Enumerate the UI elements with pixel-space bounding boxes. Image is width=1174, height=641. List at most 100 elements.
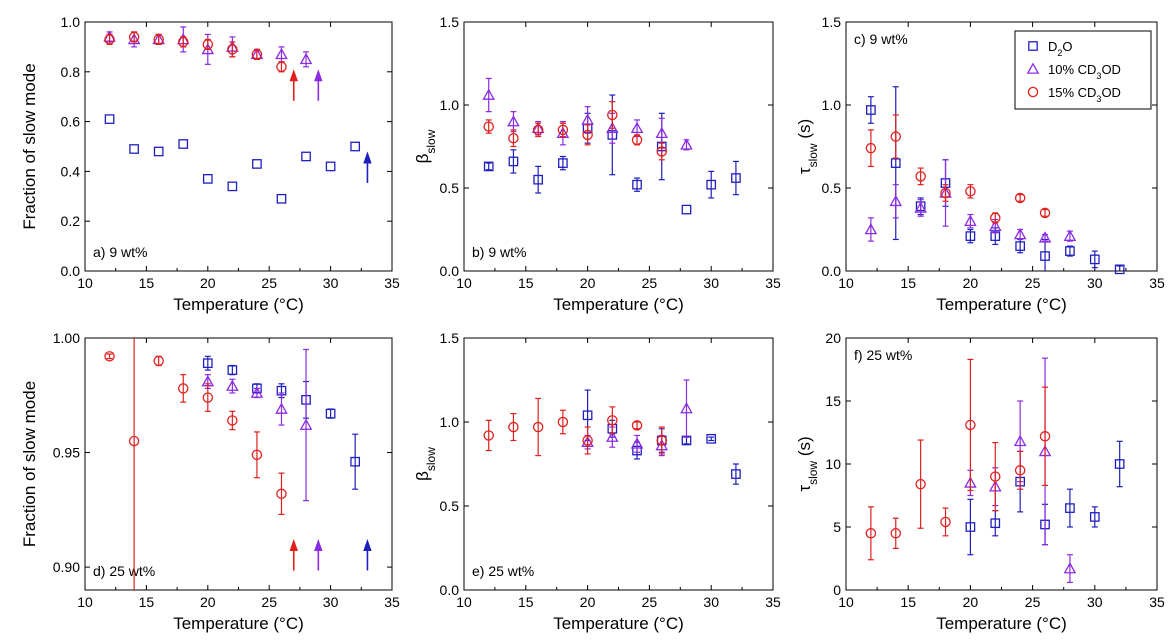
data-point-circle bbox=[251, 49, 263, 60]
y-axis-title-sub: slow bbox=[806, 143, 820, 167]
data-point-circle bbox=[128, 31, 140, 43]
data-point-square bbox=[483, 161, 494, 172]
data-point-circle bbox=[631, 420, 643, 431]
series-CD3OD_15 bbox=[865, 358, 1051, 561]
y-axis-title: βslow bbox=[413, 129, 438, 163]
x-tick-label: 25 bbox=[1025, 594, 1041, 610]
y-axis-title: τslow (s) bbox=[795, 436, 820, 491]
data-point-circle bbox=[153, 34, 164, 45]
data-point-circle bbox=[582, 129, 593, 141]
data-point-square bbox=[558, 158, 568, 168]
x-tick-label: 20 bbox=[580, 275, 596, 291]
data-point-circle bbox=[940, 187, 951, 199]
panel-a: 10 15 20 25 30 35 0.0 0.2 0.4 0.6 0.8 1.0 Temperatur… bbox=[20, 14, 400, 314]
data-point-square bbox=[1040, 251, 1050, 261]
data-point-circle bbox=[990, 471, 1001, 482]
x-tick-label: 20 bbox=[200, 275, 216, 291]
data-point-circle bbox=[532, 421, 544, 433]
x-tick-label: 10 bbox=[77, 275, 93, 291]
plot-frame bbox=[845, 337, 1158, 591]
data-point-square bbox=[965, 522, 976, 532]
legend-text-main: 10% CD bbox=[1048, 62, 1096, 77]
y-tick-label: 0.5 bbox=[440, 180, 460, 196]
x-tick-label: 25 bbox=[261, 275, 277, 291]
arrow-head bbox=[363, 538, 372, 551]
series-CD3OD_10 bbox=[864, 159, 1077, 243]
data-point-circle bbox=[177, 383, 189, 394]
y-tick-label: 20 bbox=[825, 330, 841, 346]
y-tick-label: 0.6 bbox=[61, 114, 81, 130]
y-axis-title-sub: slow bbox=[424, 447, 438, 471]
data-point-triangle bbox=[226, 379, 239, 391]
x-tick-label: 25 bbox=[642, 594, 658, 610]
x-tick-label: 35 bbox=[765, 275, 781, 291]
x-tick-label: 15 bbox=[518, 594, 534, 610]
x-tick-label: 25 bbox=[642, 275, 658, 291]
data-point-square bbox=[1114, 459, 1125, 469]
data-point-square bbox=[866, 105, 876, 115]
y-tick-label: 1.5 bbox=[440, 14, 460, 30]
x-tick-label: 25 bbox=[1025, 275, 1041, 291]
data-point-circle bbox=[990, 212, 1001, 224]
y-tick-label: 0 bbox=[833, 582, 841, 598]
x-tick-label: 15 bbox=[900, 594, 916, 610]
y-axis-title: τslow (s) bbox=[795, 119, 820, 174]
data-point-square bbox=[1114, 264, 1125, 275]
x-tick-label: 35 bbox=[1149, 275, 1165, 291]
x-tick-label: 25 bbox=[261, 594, 277, 610]
legend-text-tail: OD bbox=[1101, 62, 1121, 77]
x-tick-label: 20 bbox=[963, 594, 979, 610]
data-point-triangle bbox=[1013, 434, 1027, 447]
arrow-marker bbox=[363, 538, 372, 571]
panel-label: d) 25 wt% bbox=[93, 563, 155, 579]
data-point-square bbox=[153, 146, 164, 157]
data-point-triangle bbox=[988, 219, 1002, 231]
x-tick-label: 15 bbox=[139, 594, 155, 610]
series-CD3OD_15 bbox=[483, 101, 668, 161]
legend-text-sub: 3 bbox=[1096, 94, 1101, 104]
panel-d: 10 15 20 25 30 35 0.90 0.95 1.00 Temperature (°C)… bbox=[20, 330, 400, 633]
data-point-circle bbox=[607, 415, 618, 426]
data-point-circle bbox=[915, 478, 926, 490]
data-point-circle bbox=[177, 36, 189, 48]
y-tick-label: 0.0 bbox=[61, 263, 81, 279]
data-point-triangle bbox=[655, 126, 669, 139]
arrow-marker bbox=[289, 538, 298, 571]
y-tick-label: 0.5 bbox=[440, 498, 460, 514]
data-point-circle bbox=[865, 528, 877, 539]
arrow-marker bbox=[289, 69, 298, 101]
y-tick-label: 1.0 bbox=[61, 14, 81, 30]
x-tick-label: 10 bbox=[77, 594, 93, 610]
data-point-triangle bbox=[581, 113, 594, 125]
data-point-square bbox=[350, 141, 361, 152]
data-point-triangle bbox=[127, 32, 141, 45]
data-point-square bbox=[706, 179, 717, 190]
data-point-circle bbox=[557, 124, 569, 136]
data-point-circle bbox=[940, 516, 951, 528]
series-D2O bbox=[866, 86, 1125, 275]
legend-text-tail: O bbox=[1062, 39, 1072, 54]
data-point-triangle bbox=[299, 52, 313, 65]
series-CD3OD_15 bbox=[865, 114, 1051, 224]
y-tick-label: 0.0 bbox=[822, 263, 842, 279]
data-point-circle bbox=[656, 146, 668, 157]
data-point-square bbox=[227, 365, 238, 375]
data-point-square bbox=[731, 173, 741, 183]
legend-marker-circle bbox=[1027, 86, 1039, 98]
x-axis-title: Temperature (°C) bbox=[553, 614, 684, 633]
panel-label: a) 9 wt% bbox=[93, 244, 147, 260]
data-point-triangle bbox=[1063, 562, 1077, 574]
panel-c: 10 15 20 25 30 35 0.0 0.5 1.0 1.5 Temperature (°C)… bbox=[795, 14, 1165, 314]
data-point-square bbox=[731, 469, 741, 479]
data-point-triangle bbox=[964, 214, 977, 227]
y-axis-title: βslow bbox=[413, 447, 438, 481]
plot-frame bbox=[463, 337, 774, 591]
data-point-circle bbox=[153, 355, 164, 367]
x-axis-title: Temperature (°C) bbox=[553, 295, 684, 314]
panel-f: 10 15 20 25 30 35 0 5 10 15 20 Temperature (°C) τslo… bbox=[795, 330, 1165, 633]
arrow-head bbox=[314, 538, 323, 551]
data-point-circle bbox=[865, 142, 877, 154]
y-tick-label: 0.4 bbox=[61, 163, 81, 179]
legend-text-main: D bbox=[1048, 39, 1057, 54]
